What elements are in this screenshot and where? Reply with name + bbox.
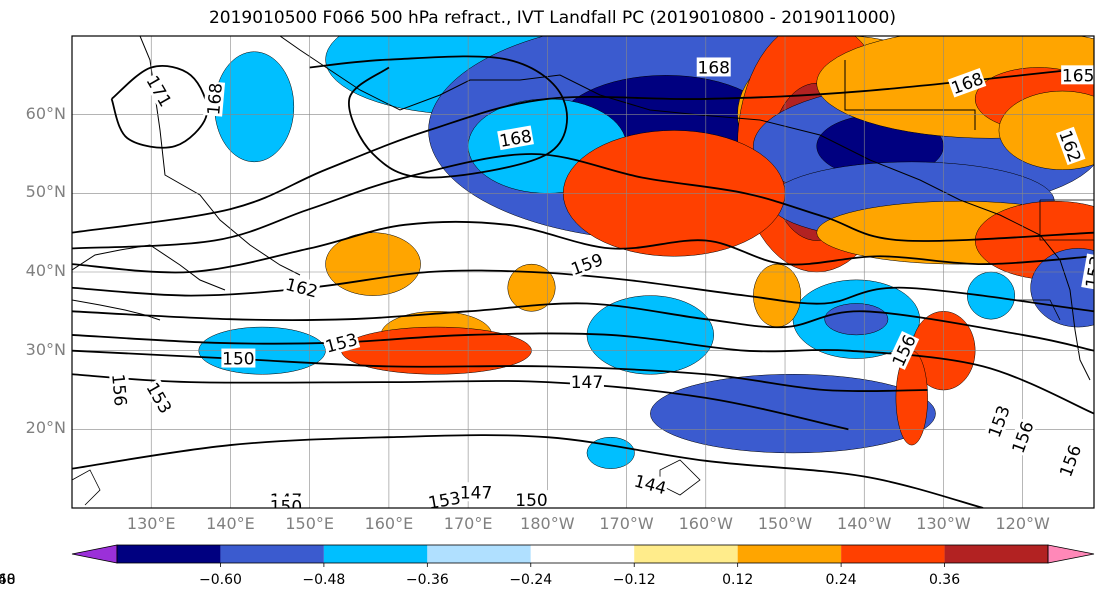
contour-label: 153 <box>425 487 463 513</box>
contour-label-text: 153 <box>1082 254 1105 289</box>
height-contour <box>309 55 568 179</box>
latitude-label: 20°N <box>25 418 66 438</box>
colorbar-tick-label: −0.48 <box>302 572 346 588</box>
colorbar-tick-label: 0.60 <box>0 572 16 588</box>
height-contour <box>72 332 1094 415</box>
shaded-region <box>325 232 421 296</box>
contour-label-text: 156 <box>107 373 130 407</box>
colorbar-segment <box>220 545 324 563</box>
longitude-label: 140°W <box>837 514 892 533</box>
shaded-region <box>507 263 556 312</box>
colorbar-tick-label: −0.36 <box>405 572 449 588</box>
latitude-label: 30°N <box>25 339 66 359</box>
contour-label: 150 <box>221 348 256 370</box>
colorbar-tick-label: −0.60 <box>198 572 242 588</box>
contour-label-text: 168 <box>204 82 227 116</box>
latitude-label: 50°N <box>25 182 66 202</box>
colorbar-tick-label: 0.36 <box>928 572 961 588</box>
colorbar-tick-label: 0.12 <box>722 572 754 588</box>
contour-label: 168 <box>203 81 227 117</box>
contour-label: 147 <box>569 372 604 393</box>
colorbar-segment <box>117 545 221 563</box>
shaded-region <box>214 51 295 163</box>
longitude-label: 150°E <box>285 514 334 533</box>
colorbar-tick-label: 0.24 <box>825 572 857 588</box>
colorbar <box>71 544 1095 567</box>
contour-label-text: 168 <box>697 58 729 78</box>
height-contour <box>72 220 1094 274</box>
shaded-region <box>586 436 635 469</box>
contour-label: 165 <box>1061 65 1094 86</box>
colorbar-segment <box>841 545 945 563</box>
coastlines <box>72 36 1094 506</box>
contour-label-text: 147 <box>571 373 603 393</box>
contour-label-text: 153 <box>427 488 462 513</box>
longitude-label: 180°W <box>520 514 575 533</box>
colorbar-segment <box>323 545 428 563</box>
colorbar-segment <box>530 545 635 563</box>
height-contour <box>72 373 849 431</box>
contour-label: 150 <box>514 490 549 511</box>
longitude-label: 170°E <box>443 514 493 533</box>
map-frame <box>71 35 1095 509</box>
colorbar-extend-low <box>71 544 118 564</box>
colorbar-extend-high <box>1047 544 1095 564</box>
contour-label-text: 147 <box>460 483 492 503</box>
height-contour <box>72 66 1094 234</box>
contour-label: 168 <box>497 125 534 152</box>
longitude-label: 140°E <box>206 514 255 533</box>
longitude-label: 130°E <box>126 514 176 533</box>
contour-label: 147 <box>459 482 494 503</box>
contour-label-text: 150 <box>515 491 547 511</box>
colorbar-segment <box>737 545 842 563</box>
longitude-label: 160°W <box>678 514 733 533</box>
contour-label-text: 150 <box>270 497 302 517</box>
longitude-label: 170°W <box>599 514 654 533</box>
height-contour <box>72 302 1094 352</box>
shaded-region <box>1030 248 1094 328</box>
longitude-label: 150°W <box>757 514 813 533</box>
shaded-region <box>753 263 802 328</box>
contour-label-text: 165 <box>1062 66 1094 86</box>
colorbar-tick-label: 0.48 <box>0 572 16 588</box>
colorbar-tick-label: −0.24 <box>509 572 553 588</box>
colorbar-segment <box>427 545 531 563</box>
contour-label-text: 150 <box>222 350 254 370</box>
longitude-label: 130°W <box>916 514 971 533</box>
colorbar-segment <box>634 545 738 563</box>
longitude-label: 120°W <box>995 514 1050 533</box>
shaded-region <box>824 303 889 336</box>
contour-label: 156 <box>107 372 131 408</box>
colorbar-segment <box>944 545 1048 563</box>
latitude-label: 60°N <box>25 103 66 123</box>
contour-label: 168 <box>696 57 731 78</box>
map-title: 2019010500 F066 500 hPa refract., IVT La… <box>208 8 896 28</box>
longitude-label: 160°E <box>364 514 414 533</box>
height-contour <box>72 153 1094 250</box>
contour-label: 150 <box>268 496 303 517</box>
colorbar-tick-label: −0.12 <box>612 572 656 588</box>
contour-label: 162 <box>283 273 321 303</box>
latitude-label: 40°N <box>25 261 66 280</box>
height-contour <box>72 434 984 508</box>
